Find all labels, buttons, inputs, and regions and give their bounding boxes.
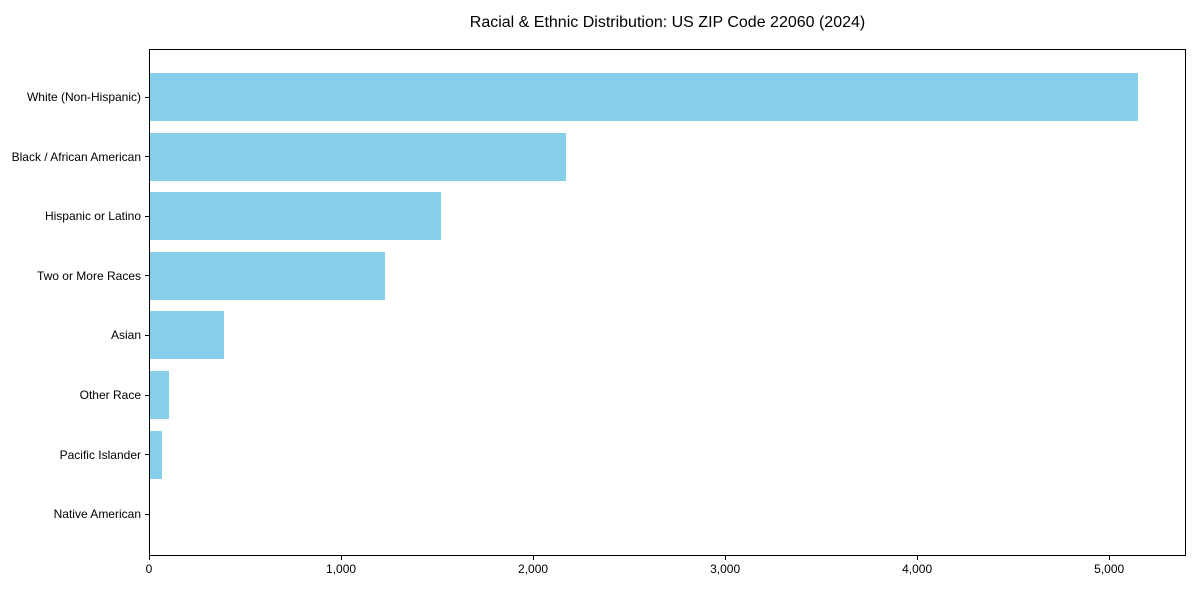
- y-tick-mark: [145, 156, 149, 158]
- y-tick-label: Two or More Races: [36, 268, 141, 283]
- bar: [149, 192, 441, 241]
- x-tick-label: 1,000: [326, 562, 357, 576]
- y-tick-label: Native American: [53, 507, 141, 522]
- bar: [149, 371, 170, 419]
- x-tick-mark: [724, 556, 726, 560]
- plot-area: 0 1,000 2,000 3,000 4,000 5,000: [145, 49, 1186, 576]
- bar: [149, 73, 1138, 121]
- y-tick-mark: [145, 275, 149, 277]
- x-tick-label: 2,000: [518, 562, 549, 576]
- chart-title: Racial & Ethnic Distribution: US ZIP Cod…: [469, 14, 866, 31]
- y-tick-label: Black / African American: [11, 149, 141, 164]
- bar: [149, 430, 162, 479]
- y-tick-label: Other Race: [79, 388, 141, 402]
- bar: [149, 251, 386, 300]
- x-tick-label: 4,000: [902, 562, 933, 576]
- y-tick-label: Pacific Islander: [59, 447, 141, 462]
- x-tick-mark: [340, 556, 342, 560]
- y-tick-mark: [145, 394, 149, 396]
- bar: [149, 311, 224, 360]
- x-tick-label: 0: [145, 562, 153, 576]
- x-tick-mark: [148, 556, 150, 560]
- y-tick-mark: [145, 454, 149, 456]
- y-tick-label: White (Non-Hispanic): [26, 90, 141, 104]
- y-tick-label: Asian: [110, 328, 141, 343]
- x-tick-mark: [532, 556, 534, 560]
- x-tick-label: 5,000: [1094, 562, 1125, 576]
- x-tick-mark: [1108, 556, 1110, 560]
- y-tick-mark: [145, 96, 149, 98]
- y-tick-mark: [145, 513, 149, 515]
- y-tick-mark: [145, 334, 149, 336]
- x-tick-mark: [916, 556, 918, 560]
- y-tick-label: Hispanic or Latino: [44, 209, 141, 224]
- x-tick-label: 3,000: [710, 562, 741, 576]
- y-axis-labels: White (Non-Hispanic) Black / African Amer…: [0, 49, 141, 556]
- bar: [149, 132, 566, 181]
- y-tick-mark: [145, 215, 149, 217]
